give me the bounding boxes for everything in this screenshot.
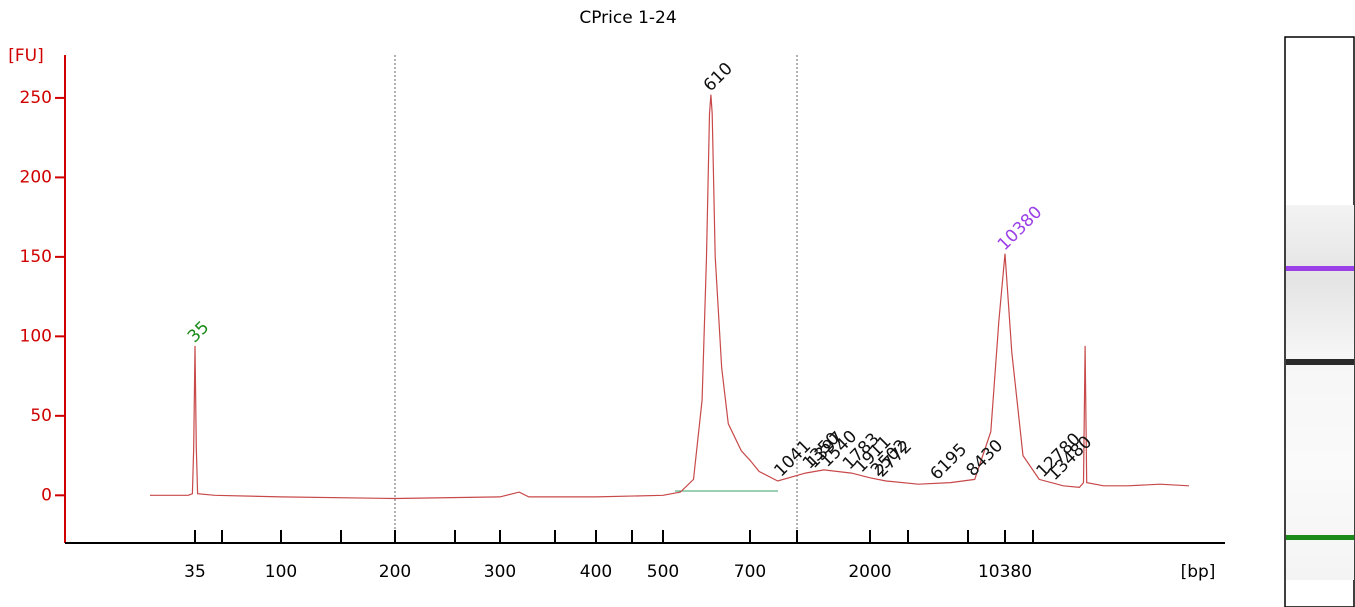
x-tick-label: 2000 (848, 562, 891, 582)
peak-label: 8430 (963, 436, 1008, 481)
x-tick-label: 200 (379, 562, 411, 582)
peak-label: 6195 (927, 440, 972, 485)
y-tick-label: 150 (20, 247, 52, 267)
trace (150, 94, 1190, 500)
x-tick-label: 300 (484, 562, 516, 582)
x-tick-label: 400 (580, 562, 612, 582)
peak-label: 10380 (994, 202, 1046, 254)
gel-lane (1284, 36, 1355, 607)
x-tick-label: 10380 (978, 562, 1032, 582)
x-axis-label: [bp] (1181, 562, 1216, 582)
y-tick-label: 250 (20, 88, 52, 108)
x-tick-label: 500 (647, 562, 679, 582)
y-tick-label: 100 (20, 326, 52, 346)
x-tick-label: 700 (734, 562, 766, 582)
y-tick-label: 200 (20, 167, 52, 187)
minor-ticks (221, 530, 1034, 543)
peak-label: 610 (700, 59, 737, 96)
peak-label: 35 (184, 318, 213, 347)
chart-title: CPrice 1-24 (579, 8, 676, 28)
y-axis-label: [FU] (8, 46, 44, 66)
y-tick-label: 50 (30, 406, 52, 426)
x-tick-label: 100 (265, 562, 297, 582)
y-tick-label: 0 (41, 485, 52, 505)
x-tick-label: 35 (184, 562, 206, 582)
